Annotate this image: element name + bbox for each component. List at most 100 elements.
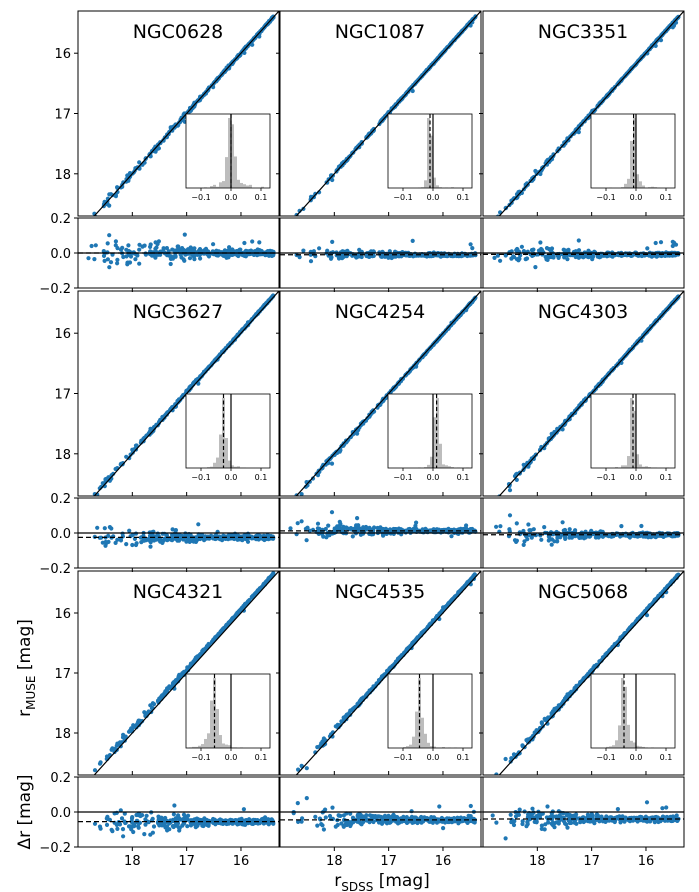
inset-tick-label: −0.1 — [596, 473, 615, 482]
main-data-point — [173, 404, 178, 409]
panel-title: NGC4254 — [335, 301, 426, 323]
inset-hist-bar — [219, 182, 222, 188]
residual-data-point — [173, 253, 178, 258]
inset-hist-bar — [228, 118, 231, 188]
residual-data-point — [184, 539, 189, 544]
residual-data-point — [576, 248, 582, 253]
residual-data-point — [581, 255, 586, 260]
panel-title: NGC3627 — [133, 301, 224, 323]
residual-data-point — [154, 245, 159, 250]
residual-data-point — [565, 257, 570, 262]
residual-data-point — [524, 256, 530, 261]
residual-data-point — [105, 241, 110, 246]
main-data-point — [521, 462, 526, 467]
residual-data-point — [242, 240, 247, 246]
inset-hist-bar — [627, 178, 630, 188]
residual-data-point — [492, 255, 497, 260]
residual-data-point — [164, 246, 169, 251]
residual-data-point — [172, 248, 177, 253]
residual-data-point — [498, 524, 503, 529]
residual-data-point — [133, 542, 139, 548]
residual-data-point — [156, 239, 161, 244]
residual-data-point — [547, 536, 552, 541]
residual-data-point — [167, 253, 172, 258]
inset-hist-bar — [630, 398, 633, 468]
inset-tick-label: 0.1 — [255, 193, 268, 202]
inset-tick-label: 0.1 — [255, 473, 268, 482]
main-data-point — [107, 203, 112, 208]
residual-data-point — [201, 251, 207, 256]
residual-data-point — [539, 246, 544, 252]
residual-data-point — [577, 535, 582, 541]
inset-frame — [185, 393, 271, 469]
inset-frame — [590, 113, 676, 189]
inset-hist-bar — [216, 186, 219, 188]
inset-tick-label: 0.0 — [225, 193, 238, 202]
residual-data-point — [494, 524, 499, 529]
residual-data-point — [304, 538, 309, 543]
residual-data-point — [586, 248, 591, 253]
residual-data-point — [562, 528, 567, 533]
inset-hist-bar — [207, 467, 210, 468]
residual-data-point — [590, 257, 595, 262]
residual-data-point — [435, 529, 440, 534]
main-data-point — [133, 443, 139, 448]
panel-title: NGC4303 — [538, 301, 629, 323]
inset-hist-bar — [249, 184, 252, 188]
residual-data-point — [170, 256, 175, 261]
residual-data-point — [168, 261, 173, 267]
inset-histogram: −0.1 0.0 0.1 — [387, 393, 473, 482]
residual-data-point — [236, 533, 241, 538]
residual-data-point — [124, 542, 129, 547]
inset-hist-bar — [261, 186, 264, 188]
residual-data-point — [173, 528, 178, 533]
residual-data-point — [323, 526, 328, 532]
inset-hist-bar — [615, 467, 618, 468]
residual-data-point — [358, 532, 363, 537]
residual-data-point — [141, 538, 146, 543]
inset-hist-bar — [424, 180, 427, 188]
residual-data-point — [567, 527, 572, 532]
main-data-point — [316, 470, 321, 475]
residual-data-point — [576, 238, 581, 243]
residual-data-point — [329, 510, 335, 515]
inset-hist-bar — [624, 465, 627, 468]
y-main-tick-label: 18 — [54, 448, 71, 463]
residual-data-point — [542, 525, 547, 530]
residual-data-point — [308, 259, 314, 264]
y-resid-tick-label: 0.0 — [50, 247, 71, 262]
residual-data-point — [185, 249, 190, 254]
inset-hist-bar — [624, 183, 627, 188]
residual-data-point — [130, 542, 135, 548]
inset-hist-bar — [243, 184, 246, 188]
inset-histogram: −0.1 0.0 0.1 — [590, 393, 676, 482]
main-data-point — [420, 355, 425, 360]
panel-ngc1087: NGC1087−0.1 0.0 0.1 — [276, 10, 482, 292]
residual-data-point — [546, 254, 551, 259]
main-data-point — [236, 53, 241, 58]
inset-hist-bar — [436, 185, 439, 188]
main-data-point — [507, 488, 513, 493]
residual-data-point — [227, 245, 232, 250]
main-data-point — [118, 185, 124, 190]
main-data-point — [654, 37, 659, 43]
main-data-point — [248, 319, 253, 324]
residual-plot-area — [483, 238, 684, 270]
y-resid-tick-label: 0.0 — [50, 527, 71, 542]
residual-data-point — [413, 252, 418, 257]
residual-data-point — [162, 531, 167, 536]
residual-data-point — [503, 253, 508, 258]
inset-hist-bar — [237, 179, 240, 188]
residual-data-point — [234, 249, 239, 254]
residual-data-point — [115, 257, 120, 262]
y-resid-tick-label: −0.2 — [39, 562, 71, 577]
inset-hist-bar — [451, 467, 454, 468]
residual-data-point — [148, 242, 153, 247]
main-plot-area — [92, 571, 279, 775]
residual-data-point — [533, 265, 538, 270]
residual-data-point — [295, 521, 300, 526]
residual-data-point — [301, 248, 306, 253]
residual-data-point — [449, 534, 454, 539]
inset-tick-label: −0.1 — [596, 193, 615, 202]
